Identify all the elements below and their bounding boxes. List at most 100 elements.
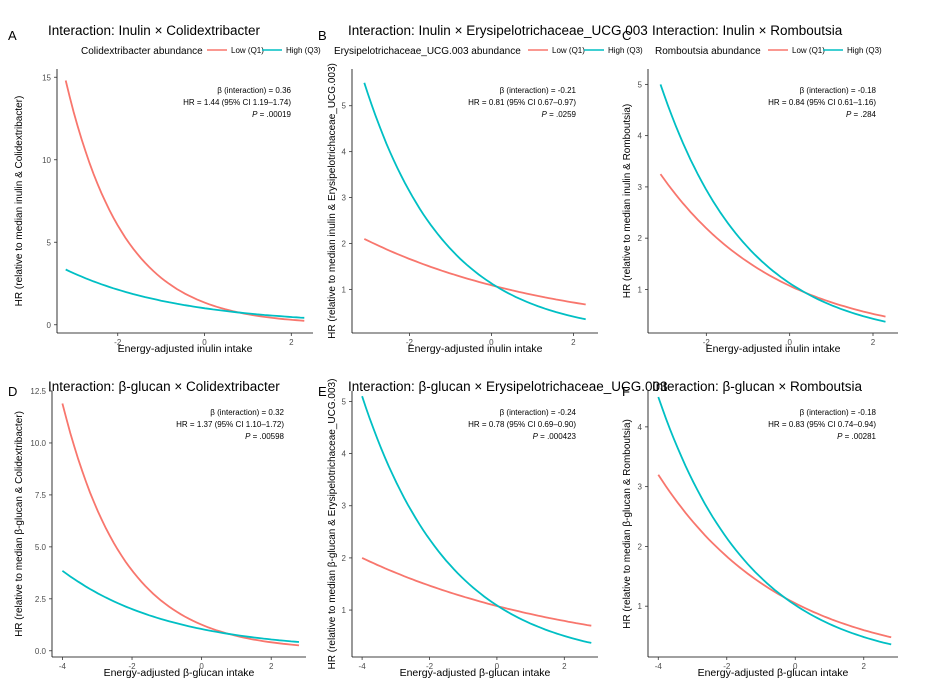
x-tick-label: 0 <box>489 338 494 347</box>
x-tick-label: 2 <box>289 338 294 347</box>
y-axis-label: HR (relative to median β-glucan & Erysip… <box>327 379 338 670</box>
panel-title: Interaction: β-glucan × Colidextribacter <box>48 379 280 394</box>
stat-line: HR = 0.84 (95% CI 0.61–1.16) <box>768 98 876 107</box>
y-tick-label: 1 <box>638 602 643 611</box>
y-tick-label: 5 <box>47 238 52 247</box>
series-line-high <box>61 570 300 643</box>
x-axis-label: Energy-adjusted inulin intake <box>118 343 253 355</box>
panel-d: D Interaction: β-glucan × Colidextribacte… <box>8 379 306 679</box>
y-tick-label: 4 <box>342 450 347 459</box>
x-tick-label: 0 <box>199 662 204 671</box>
series-line-high <box>657 396 892 646</box>
panel-letter: A <box>8 28 17 43</box>
y-tick-label: 1 <box>638 285 643 294</box>
panel-b: B Interaction: Inulin × Erysipelotrichace… <box>318 23 648 355</box>
y-tick-label: 1 <box>342 606 347 615</box>
legend-label-high: High (Q3) <box>608 46 643 55</box>
panel-c: C Interaction: Inulin × Romboutsia Rombout… <box>622 23 898 355</box>
panel-title: Interaction: β-glucan × Erysipelotrichac… <box>348 379 668 394</box>
x-tick-label: -2 <box>703 338 711 347</box>
y-tick-label: 2.5 <box>35 595 47 604</box>
series-line-high <box>65 268 305 319</box>
legend-label-low: Low (Q1) <box>552 46 585 55</box>
panel-letter: D <box>8 384 17 399</box>
y-tick-label: 3 <box>638 483 643 492</box>
y-tick-label: 1 <box>342 285 347 294</box>
x-tick-label: 2 <box>871 338 876 347</box>
series-line-high <box>361 395 592 644</box>
y-tick-label: 2 <box>342 239 347 248</box>
legend-label-low: Low (Q1) <box>792 46 825 55</box>
x-tick-label: -2 <box>114 338 122 347</box>
x-tick-label: 0 <box>202 338 207 347</box>
y-axis-label: HR (relative to median β-glucan & Colide… <box>14 411 25 637</box>
y-axis-label: HR (relative to median inulin & Rombouts… <box>622 104 633 299</box>
y-tick-label: 7.5 <box>35 491 47 500</box>
x-tick-label: 2 <box>571 338 576 347</box>
series-line-high <box>659 84 886 323</box>
y-axis-label: HR (relative to median β-glucan & Rombou… <box>622 419 633 629</box>
legend-label-high: High (Q3) <box>847 46 882 55</box>
x-axis-label: Energy-adjusted inulin intake <box>408 343 543 355</box>
x-tick-label: 0 <box>793 662 798 671</box>
y-tick-label: 3 <box>342 502 347 511</box>
legend: Romboutsia abundance Low (Q1) High (Q3) <box>655 46 882 57</box>
stat-line: P = .00019 <box>252 110 291 119</box>
stat-line: P = .284 <box>846 110 877 119</box>
y-tick-label: 15 <box>42 73 51 82</box>
series-line-high <box>363 82 586 321</box>
panel-e: E Interaction: β-glucan × Erysipelotricha… <box>318 379 668 679</box>
legend-title: Colidextribacter abundance <box>81 46 203 57</box>
y-tick-label: 4 <box>638 423 643 432</box>
stat-line: P = .0259 <box>542 110 577 119</box>
legend-title: Romboutsia abundance <box>655 46 761 57</box>
y-axis-label: HR (relative to median inulin & Erysipel… <box>327 63 338 339</box>
legend: Colidextribacter abundance Low (Q1) High (… <box>81 46 321 57</box>
panel-letter: C <box>622 28 631 43</box>
y-tick-label: 4 <box>342 148 347 157</box>
x-tick-label: 2 <box>269 662 274 671</box>
y-tick-label: 5 <box>342 397 347 406</box>
stat-line: P = .00598 <box>245 432 284 441</box>
x-tick-label: 2 <box>562 662 567 671</box>
x-tick-label: -2 <box>723 662 731 671</box>
y-tick-label: 3 <box>638 183 643 192</box>
x-axis-label: Energy-adjusted β-glucan intake <box>104 667 255 679</box>
stat-line: HR = 1.44 (95% CI 1.19–1.74) <box>183 98 291 107</box>
panel-title: Interaction: Inulin × Erysipelotrichacea… <box>348 23 648 38</box>
stat-line: β (interaction) = 0.32 <box>210 408 284 417</box>
y-axis-label: HR (relative to median inulin & Colidext… <box>14 96 25 307</box>
x-axis-label: Energy-adjusted inulin intake <box>706 343 841 355</box>
y-tick-label: 5.0 <box>35 543 47 552</box>
stat-line: β (interaction) = 0.36 <box>217 86 291 95</box>
stat-line: β (interaction) = -0.24 <box>500 408 577 417</box>
series-line-low <box>61 403 300 647</box>
y-tick-label: 10 <box>42 156 51 165</box>
stat-line: β (interaction) = -0.18 <box>800 408 877 417</box>
stat-line: HR = 1.37 (95% CI 1.10–1.72) <box>176 420 284 429</box>
y-tick-label: 12.5 <box>30 387 46 396</box>
legend-label-low: Low (Q1) <box>231 46 264 55</box>
stat-line: β (interaction) = -0.18 <box>800 86 877 95</box>
x-tick-label: -2 <box>406 338 414 347</box>
panel-f: F Interaction: β-glucan × Romboutsia 1 2 3 4 -… <box>622 379 898 679</box>
y-tick-label: 10.0 <box>30 439 46 448</box>
x-tick-label: -2 <box>426 662 434 671</box>
stat-line: P = .000423 <box>533 432 577 441</box>
legend-label-high: High (Q3) <box>286 46 321 55</box>
series-line-low <box>659 173 886 318</box>
x-tick-label: -4 <box>655 662 663 671</box>
y-tick-label: 5 <box>638 80 643 89</box>
y-tick-label: 2 <box>638 542 643 551</box>
y-tick-label: 3 <box>342 194 347 203</box>
x-tick-label: -4 <box>59 662 67 671</box>
series-line-low <box>64 80 305 322</box>
series-line-low <box>657 474 892 639</box>
legend-title: Erysipelotrichaceae_UCG.003 abundance <box>334 46 521 57</box>
stat-line: HR = 0.81 (95% CI 0.67–0.97) <box>468 98 576 107</box>
x-tick-label: 2 <box>862 662 867 671</box>
legend: Erysipelotrichaceae_UCG.003 abundance Low… <box>334 46 643 57</box>
x-tick-label: -2 <box>128 662 136 671</box>
stat-line: HR = 0.83 (95% CI 0.74–0.94) <box>768 420 876 429</box>
